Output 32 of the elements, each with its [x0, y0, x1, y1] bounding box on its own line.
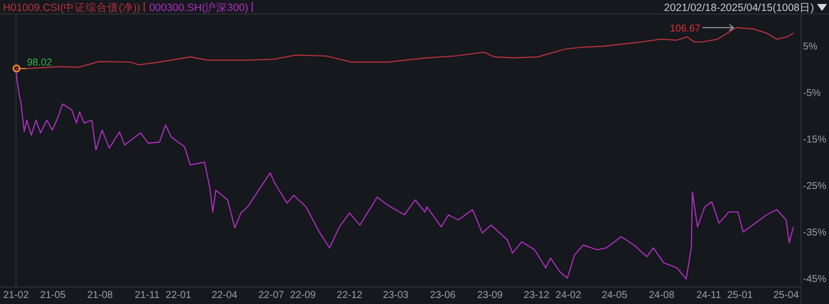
- x-tick-label: 23-12: [524, 290, 550, 301]
- x-tick-label: 22-09: [290, 290, 316, 301]
- x-tick-label: 24-05: [602, 290, 628, 301]
- x-tick-label: 24-02: [556, 290, 582, 301]
- legend-label: 000300.SH(沪深300): [149, 1, 248, 14]
- annotation: 2021/02/18-2025/04/15(1008日): [664, 2, 814, 14]
- y-tick-label: -35%: [803, 228, 826, 239]
- x-tick-label: 22-01: [166, 290, 192, 301]
- y-tick-label: -15%: [803, 134, 826, 146]
- x-tick-label: 25-04: [773, 290, 800, 301]
- y-tick-label: -45%: [803, 274, 826, 286]
- x-tick-label: 21-02: [3, 290, 30, 301]
- x-tick-label: 22-04: [212, 290, 238, 301]
- y-tick-label: 5%: [803, 41, 818, 52]
- annotation: 98.02: [27, 58, 52, 69]
- x-tick-label: 24-11: [696, 290, 722, 301]
- x-tick-label: 22-12: [336, 290, 363, 301]
- annotation: 106.67: [670, 24, 734, 35]
- x-tick-label: 21-08: [87, 290, 114, 301]
- x-tick-label: 25-01: [727, 290, 754, 301]
- x-tick-label: 22-07: [258, 290, 284, 301]
- x-tick-label: 23-09: [477, 290, 504, 301]
- x-tick-label: 21-05: [40, 290, 66, 301]
- legend-label: H01009.CSI(中证综合债(净)): [3, 1, 140, 14]
- annotation: 106.67: [670, 24, 701, 35]
- annotation: 98.02: [12, 58, 52, 73]
- x-tick-label: 21-11: [134, 290, 160, 301]
- x-tick-label: 23-06: [430, 290, 456, 301]
- x-tick-label: 24-08: [648, 290, 675, 301]
- y-tick-label: -5%: [803, 88, 821, 99]
- y-tick-label: -25%: [803, 181, 826, 192]
- x-tick-label: 23-03: [382, 290, 409, 301]
